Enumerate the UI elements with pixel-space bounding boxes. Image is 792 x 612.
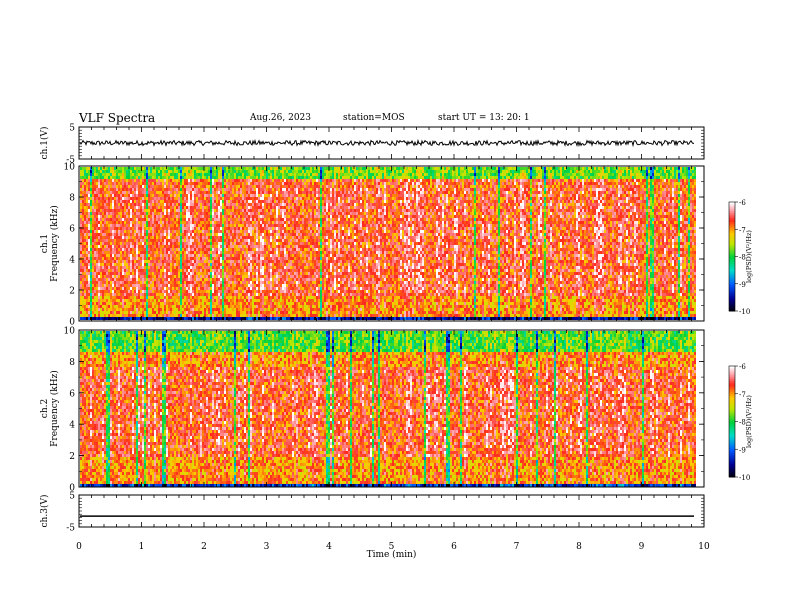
y-tick-label-s2-2: 4 xyxy=(69,421,75,431)
colorbar-tick-label-2-0: -6 xyxy=(739,363,746,371)
colorbar-tick-label-2-3: -9 xyxy=(739,446,746,454)
colorbar-tick-label-1-1: -7 xyxy=(739,226,746,234)
y-tick-label-w3-1: -5 xyxy=(66,524,75,534)
x-tick-label-0: 0 xyxy=(76,542,82,552)
y-tick-label-w1-1: -5 xyxy=(66,156,75,166)
colorbar-tick-label-1-2: -8 xyxy=(739,254,746,262)
colorbar-label-2: log(PSD)(V²/Hz) xyxy=(745,395,753,448)
y-tick-label-s1-3: 6 xyxy=(69,225,75,235)
y-tick-label-s1-0: 0 xyxy=(69,318,75,328)
colorbar-tick-label-1-4: -10 xyxy=(739,308,750,316)
colorbar-2 xyxy=(729,366,735,478)
y-tick-label-w3-0: 5 xyxy=(69,492,75,502)
spectrogram-ylabel-1-line-0: ch.1 xyxy=(40,234,50,253)
colorbar-tick-label-1-3: -9 xyxy=(739,281,746,289)
y-tick-label-s2-1: 2 xyxy=(69,452,75,462)
x-tick-label-4: 4 xyxy=(326,542,332,552)
waveform-line-1 xyxy=(79,138,695,148)
spectrogram-ylabel-2-line-0: ch.2 xyxy=(40,399,50,418)
y-tick-label-s1-4: 8 xyxy=(69,194,75,204)
date-label: Aug.26, 2023 xyxy=(250,113,311,123)
y-tick-label-w1-0: 5 xyxy=(69,124,75,134)
x-axis-label: Time (min) xyxy=(367,549,417,560)
colorbar-label-1: log(PSD)(V²/Hz) xyxy=(745,230,753,283)
x-tick-label-1: 1 xyxy=(139,542,145,552)
x-tick-label-2: 2 xyxy=(201,542,207,552)
figure-title: VLF Spectra xyxy=(79,111,155,125)
waveform-ylabel-3-line-0: ch.3(V) xyxy=(39,495,50,528)
colorbar-tick-label-2-4: -10 xyxy=(739,474,750,482)
x-tick-label-10: 10 xyxy=(698,542,710,552)
x-tick-label-8: 8 xyxy=(576,542,582,552)
x-tick-label-9: 9 xyxy=(639,542,645,552)
spectrogram-ylabel-1-line-1: Frequency (kHz) xyxy=(49,205,60,282)
spectrogram-image-2 xyxy=(80,331,696,487)
y-tick-label-s1-2: 4 xyxy=(69,256,75,266)
station-label: station=MOS xyxy=(343,113,405,123)
y-tick-label-s2-3: 6 xyxy=(69,389,75,399)
y-tick-label-s1-5: 10 xyxy=(64,163,76,173)
start-ut-label: start UT = 13: 20: 1 xyxy=(438,113,530,123)
colorbar-tick-label-1-0: -6 xyxy=(739,199,746,207)
colorbar-tick-label-2-2: -8 xyxy=(739,419,746,427)
y-tick-label-s2-0: 0 xyxy=(69,484,75,494)
spectrogram-ylabel-2-line-1: Frequency (kHz) xyxy=(49,370,60,447)
y-tick-label-s1-1: 2 xyxy=(69,287,75,297)
spectrogram-image-1 xyxy=(80,167,696,320)
waveform-ylabel-1-line-0: ch.1(V) xyxy=(39,127,50,160)
colorbar-tick-label-2-1: -7 xyxy=(739,391,746,399)
colorbar-1 xyxy=(729,202,735,312)
y-tick-label-s2-5: 10 xyxy=(64,327,76,337)
y-tick-label-s2-4: 8 xyxy=(69,358,75,368)
x-tick-label-6: 6 xyxy=(451,542,457,552)
x-tick-label-3: 3 xyxy=(264,542,270,552)
x-tick-label-7: 7 xyxy=(514,542,520,552)
x-tick-label-5: 5 xyxy=(389,542,395,552)
